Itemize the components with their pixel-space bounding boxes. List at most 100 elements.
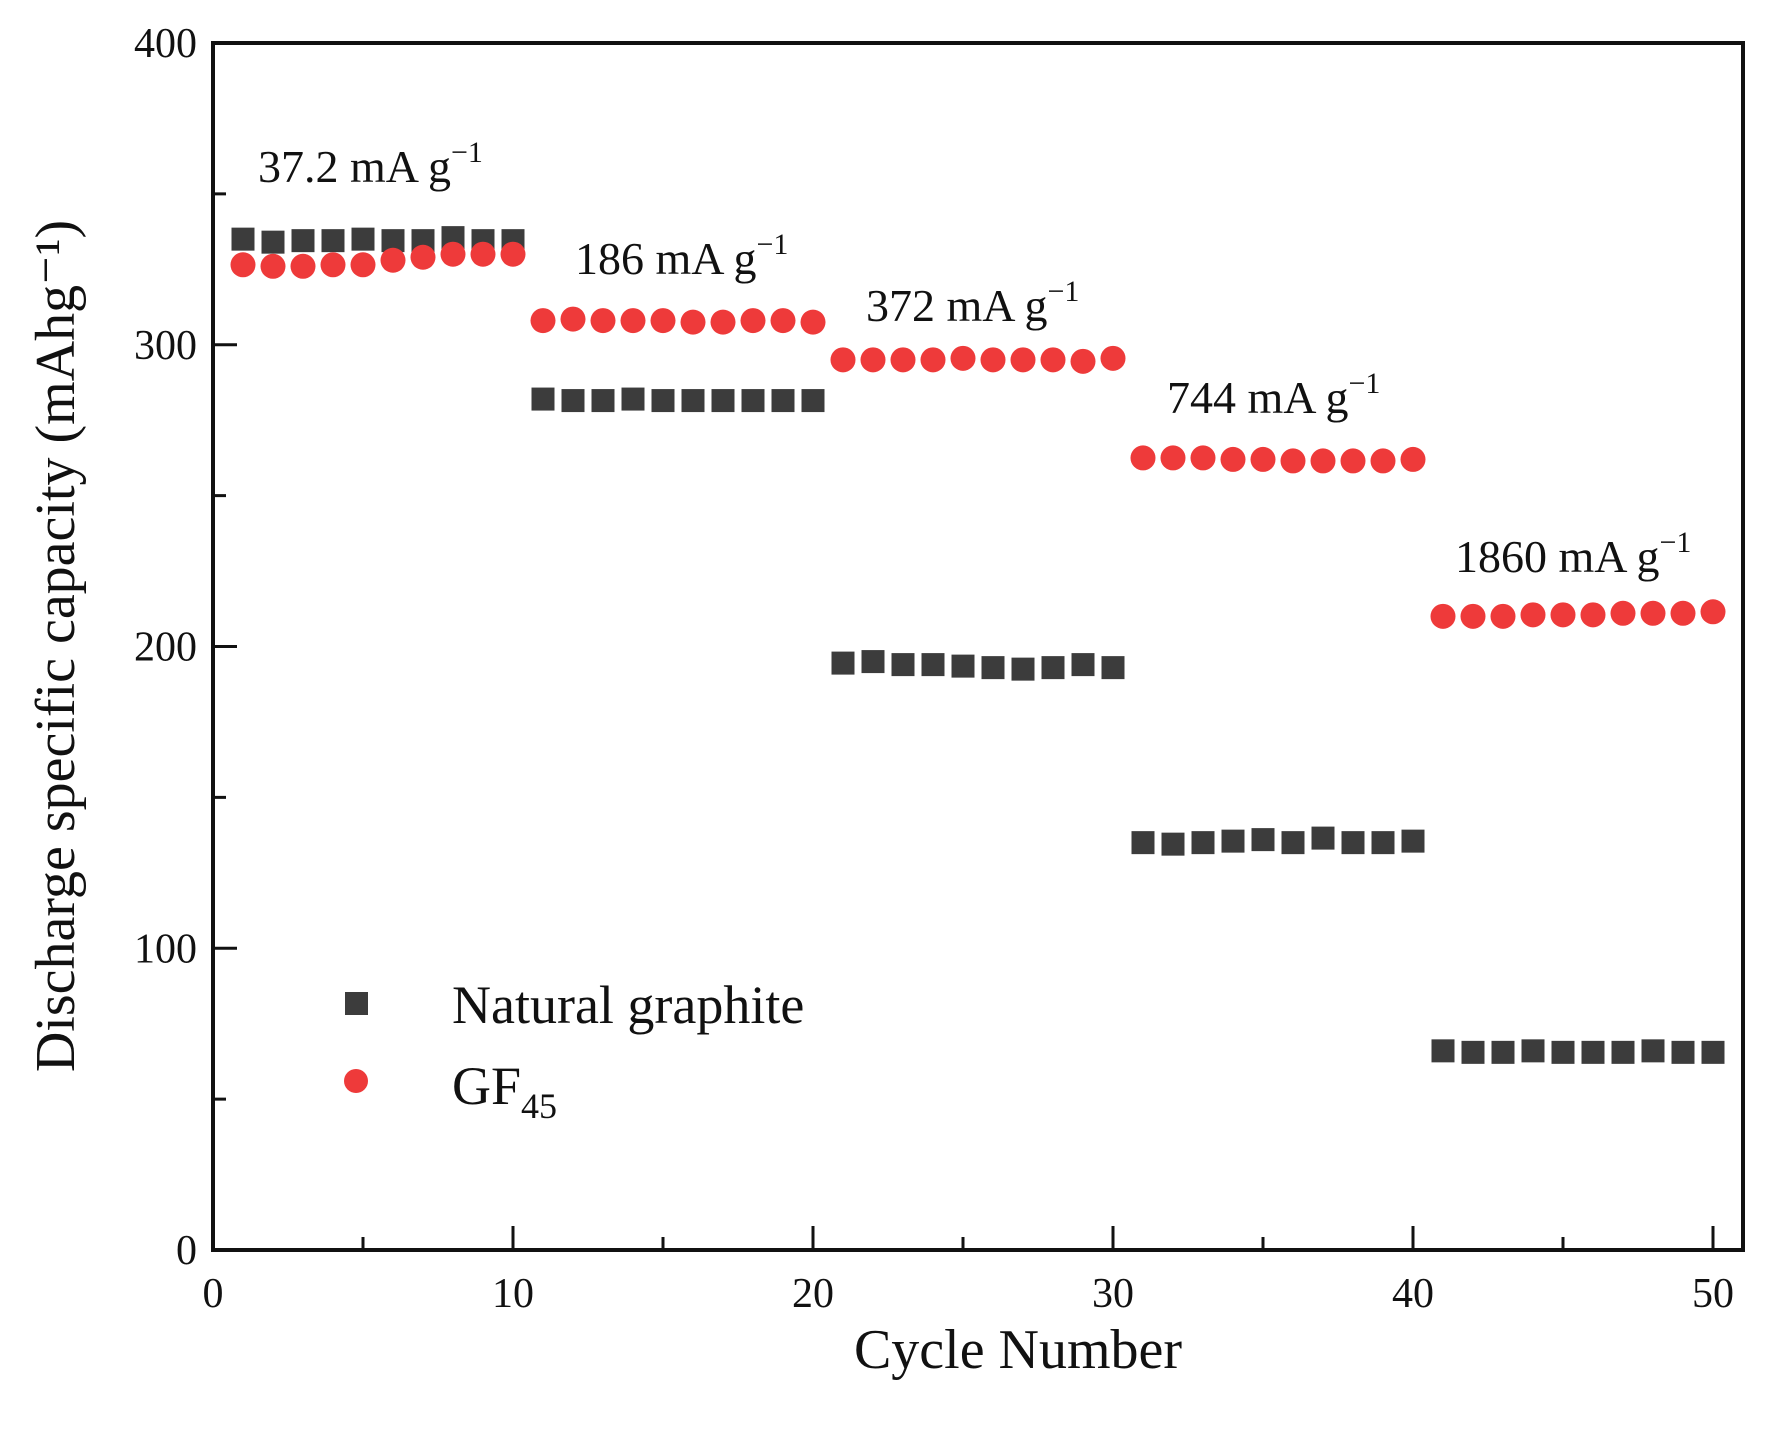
data-point-circle [1490,603,1516,629]
annotation-current-density-1: 37.2 mA g−1 [258,136,483,192]
data-point-circle [1040,347,1066,373]
data-point-square [381,229,405,253]
data-point-circle [1520,602,1546,628]
data-point-circle [500,241,526,267]
x-tick-label: 50 [1692,1271,1734,1317]
data-point-square [591,389,615,413]
data-point-square [1431,1039,1455,1063]
data-point-circle [470,241,496,267]
data-point-circle [320,252,346,278]
data-point-circle [260,253,286,279]
data-point-circle [1370,448,1396,474]
data-point-circle [1070,348,1096,374]
data-point-circle [950,345,976,371]
data-point-circle [710,309,736,335]
data-point-square [1671,1040,1695,1064]
data-point-circle [380,247,406,273]
data-point-square [831,651,855,675]
axis-ticks: 0 10 20 30 40 50 0 100 200 300 400 [134,21,1734,1317]
data-point-circle [1130,445,1156,471]
data-point-square [1311,826,1335,850]
annotation-current-density-2: 186 mA g−1 [575,228,788,284]
data-point-square [771,389,795,413]
data-point-square [1341,831,1365,855]
data-point-circle [650,308,676,334]
data-point-circle [830,347,856,373]
data-point-square [261,230,285,254]
x-tick-label: 10 [492,1271,534,1317]
data-point-square [711,389,735,413]
legend-label-natural-graphite: Natural graphite [452,975,804,1035]
data-point-square [861,650,885,674]
annotation-current-density-4: 744 mA g−1 [1167,367,1380,423]
data-point-square [801,389,825,413]
annotation-current-density-5: 1860 mA g−1 [1455,526,1691,582]
data-point-circle [1400,446,1426,472]
y-tick-label: 300 [134,323,197,369]
y-tick-label: 0 [176,1228,197,1274]
data-point-circle [1190,445,1216,471]
data-point-circle [230,252,256,278]
data-series [230,226,1726,1064]
data-point-circle [1640,600,1666,626]
data-point-square [921,653,945,677]
data-point-square [1161,832,1185,856]
x-tick-label: 40 [1392,1271,1434,1317]
data-point-circle [620,308,646,334]
data-point-circle [770,308,796,334]
data-point-circle [1340,448,1366,474]
data-point-circle [980,347,1006,373]
data-point-circle [1430,603,1456,629]
data-point-circle [410,244,436,270]
x-tick-label: 30 [1092,1271,1134,1317]
data-point-square [951,654,975,678]
data-point-square [1701,1040,1725,1064]
annotation-current-density-3: 372 mA g−1 [866,275,1079,331]
data-point-circle [1010,347,1036,373]
y-tick-label: 400 [134,21,197,67]
data-point-square [1521,1039,1545,1063]
data-point-circle [290,253,316,279]
series-gf45 [230,241,1726,629]
data-point-square [1551,1040,1575,1064]
data-point-circle [1580,602,1606,628]
data-point-square [621,387,645,411]
x-axis-title: Cycle Number [854,1319,1182,1381]
data-point-square [981,656,1005,680]
data-point-circle [1250,446,1276,472]
data-point-circle [920,347,946,373]
data-point-square [1491,1040,1515,1064]
data-point-circle [1460,603,1486,629]
data-point-square [651,389,675,413]
data-point-square [1251,828,1275,852]
data-point-circle [1700,599,1726,625]
data-point-circle [1160,445,1186,471]
data-point-square [891,653,915,677]
data-point-circle [860,347,886,373]
legend-marker-gf45 [344,1069,368,1093]
y-axis-title: Discharge specific capacity (mAhg⁻¹) [25,220,87,1072]
data-point-square [1221,829,1245,853]
data-point-square [1581,1040,1605,1064]
data-point-square [1611,1040,1635,1064]
data-point-circle [1310,448,1336,474]
legend: Natural graphite GF45 [344,975,804,1126]
plot-frame [211,41,1745,1252]
data-point-square [741,389,765,413]
data-point-circle [560,306,586,332]
y-tick-label: 200 [134,625,197,671]
data-point-square [291,229,315,253]
data-point-square [1401,829,1425,853]
data-point-circle [350,252,376,278]
data-point-square [321,229,345,253]
y-tick-label: 100 [134,926,197,972]
data-point-square [1011,657,1035,681]
data-point-square [1191,831,1215,855]
data-point-circle [1550,602,1576,628]
data-point-square [1371,831,1395,855]
data-point-circle [800,309,826,335]
data-point-square [351,227,375,251]
data-point-circle [1220,446,1246,472]
legend-label-gf45: GF45 [452,1056,557,1126]
